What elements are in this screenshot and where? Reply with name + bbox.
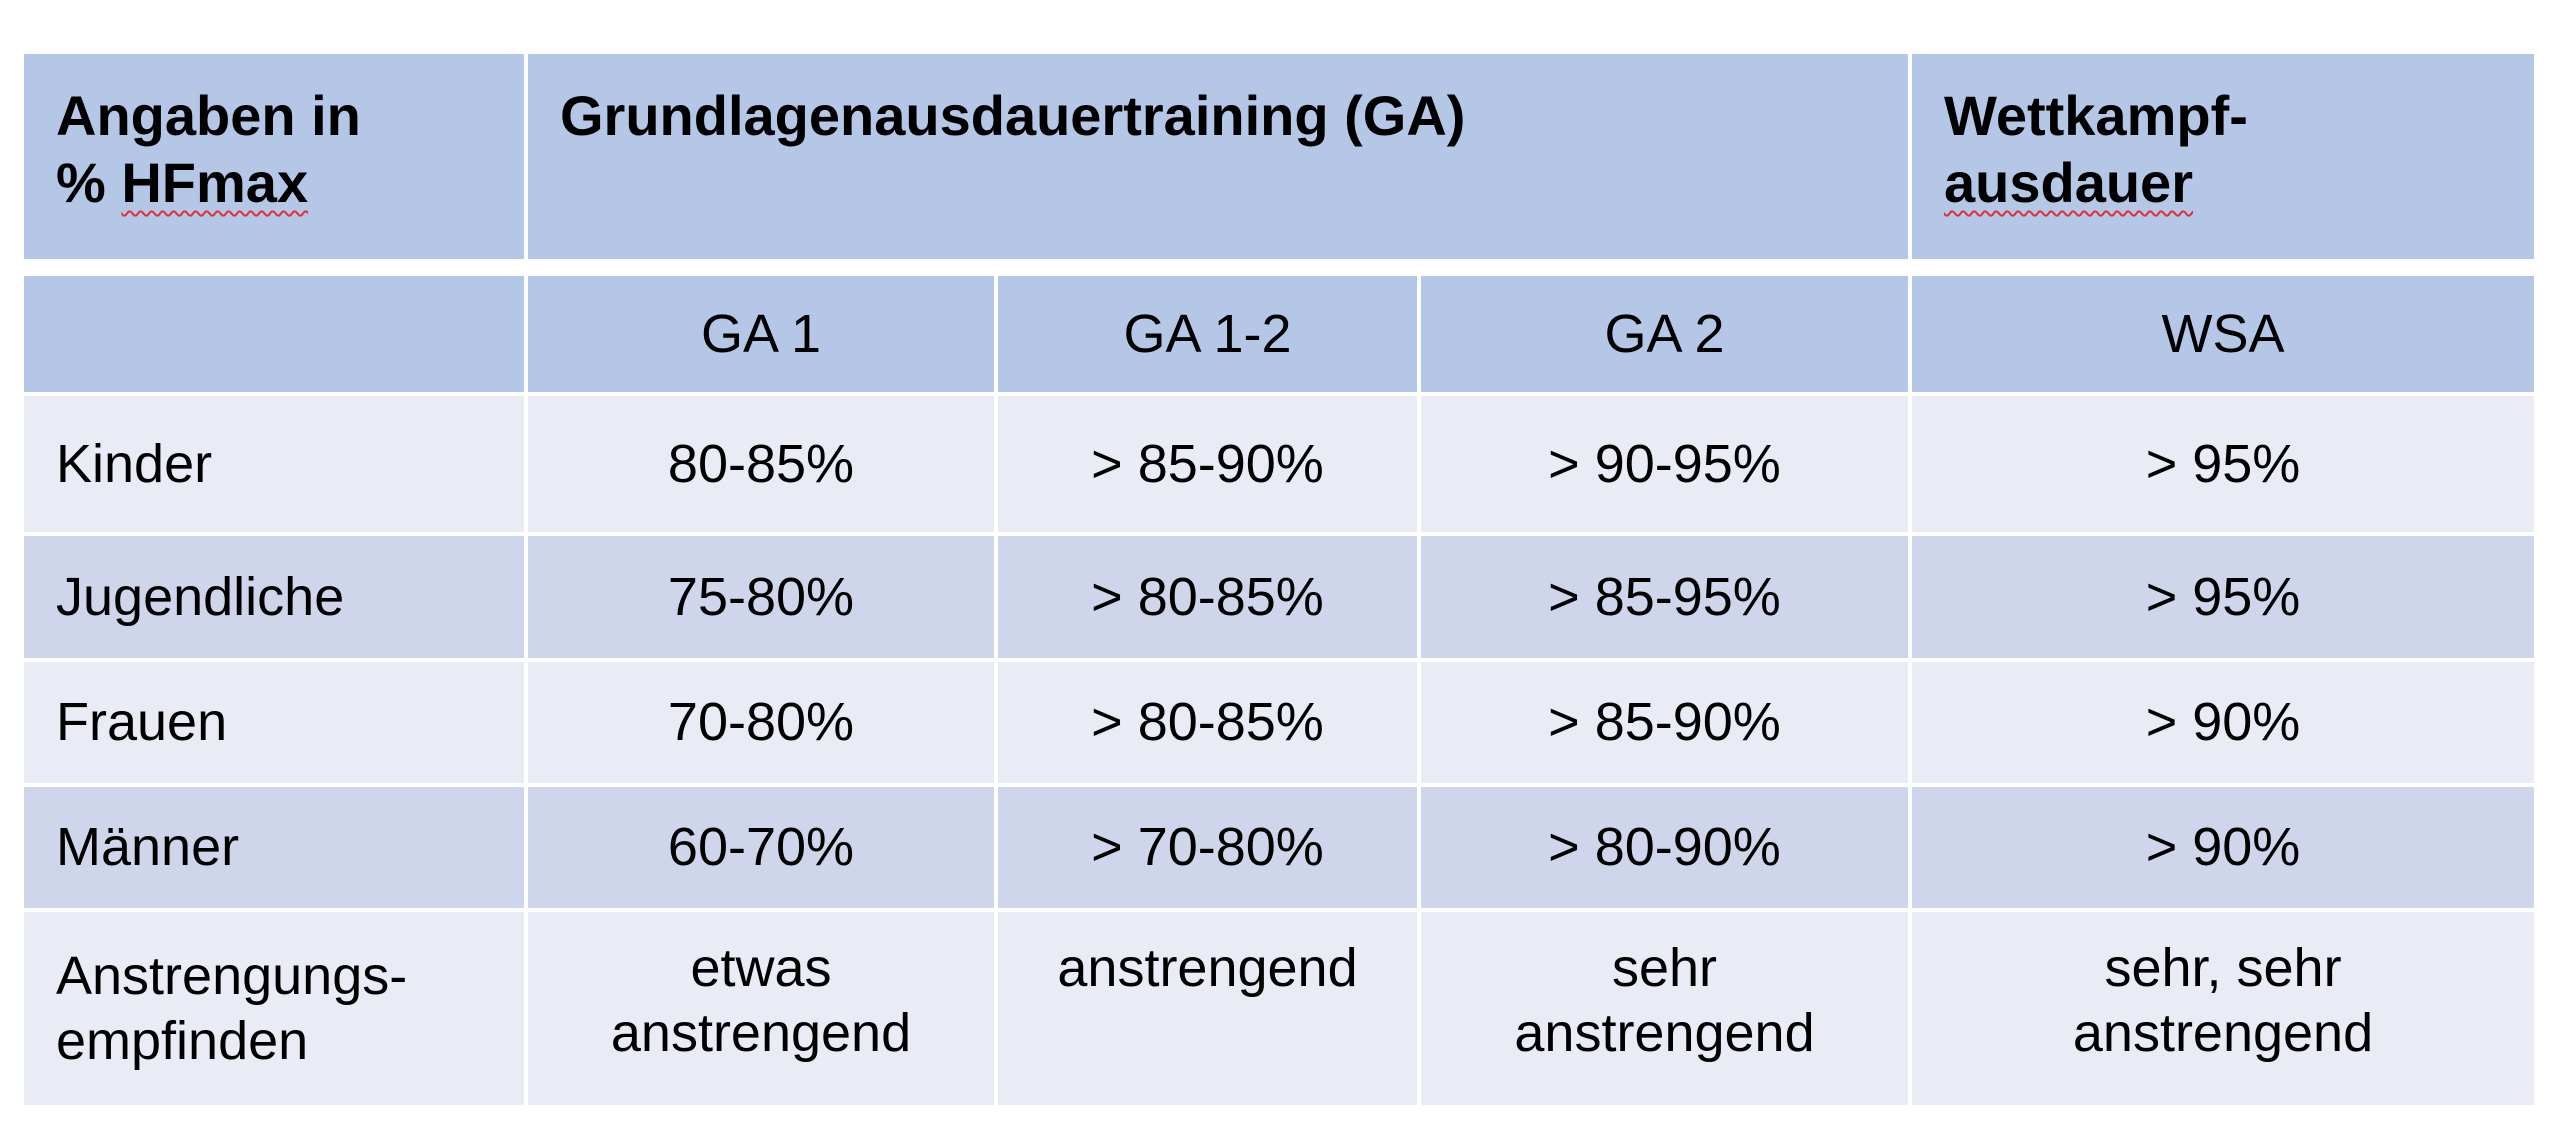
header-ga-group: Grundlagenausdauertraining (GA) [528,54,1908,259]
subheader-cell: GA 1-2 [998,276,1417,392]
effort-cell: etwas anstrengend [528,912,994,1105]
cell-value: 60-70% [667,817,855,878]
subheader-label: GA 1 [700,303,822,364]
cell-value: 70-80% [667,692,855,753]
effort-cell: sehr, sehr anstrengend [1912,912,2534,1105]
subheader-cell: WSA [1912,276,2534,392]
effort-cell: anstrengend [998,912,1417,1105]
cell-value: > 80-85% [1091,566,1324,627]
effort-label-2: empfinden [56,1010,309,1071]
table-cell: 80-85% [528,396,994,532]
table-cell: > 85-90% [1421,662,1908,783]
row-label-text: Männer [56,817,240,878]
table-cell: 70-80% [528,662,994,783]
subheader-label: GA 2 [1604,303,1725,364]
row-label: Jugendliche [24,536,524,658]
header-wsa: Wettkampf-ausdauer [1912,54,2534,259]
effort-line-1: sehr, sehr [2104,938,2342,998]
subheader-cell: GA 2 [1421,276,1908,392]
effort-line-1: etwas [690,938,832,998]
effort-line-1: sehr [1611,938,1718,998]
cell-value: > 80-85% [1091,692,1324,753]
table-cell: 60-70% [528,787,994,908]
table-cell: > 90-95% [1421,396,1908,532]
corner-word: HFmax [121,151,309,215]
subheader-cell [24,276,524,392]
cell-value: > 90% [2145,692,2301,753]
cell-value: > 90-95% [1548,433,1781,494]
corner-prefix: % [56,151,122,215]
cell-value: > 85-90% [1091,433,1324,494]
cell-value: > 95% [2145,433,2301,494]
cell-value: > 80-90% [1548,817,1781,878]
header-corner: Angaben in% HFmax [24,54,524,259]
ga-group-title: Grundlagenausdauertraining (GA) [560,84,1466,147]
table-cell: > 80-85% [998,662,1417,783]
cell-value: > 90% [2145,817,2301,878]
row-label-text: Frauen [56,692,228,753]
corner-line-1: Angaben in [56,84,361,147]
cell-value: > 70-80% [1091,817,1324,878]
subheader-label: GA 1-2 [1123,303,1292,364]
subheader-cell: GA 1 [528,276,994,392]
table-cell: > 80-90% [1421,787,1908,908]
table-cell: > 70-80% [998,787,1417,908]
effort-line-2: anstrengend [1514,1002,1815,1063]
effort-line-1: anstrengend [1057,938,1358,998]
row-label: Kinder [24,396,524,532]
table-cell: > 90% [1912,787,2534,908]
cell-value: 80-85% [667,433,855,494]
table-cell: > 95% [1912,396,2534,532]
table-cell: > 90% [1912,662,2534,783]
effort-line-2: anstrengend [610,1002,912,1063]
table-cell: > 85-90% [998,396,1417,532]
row-label: Männer [24,787,524,908]
row-label-text: Kinder [56,433,213,494]
row-label: Frauen [24,662,524,783]
effort-label: Anstrengungs-empfinden [24,912,524,1105]
wsa-line-1: Wettkampf- [1944,84,2248,147]
row-label-text: Jugendliche [56,566,345,627]
wsa-line-2: ausdauer [1944,151,2193,215]
cell-value: > 85-90% [1548,692,1781,753]
table-cell: > 95% [1912,536,2534,658]
cell-value: > 95% [2145,566,2301,627]
table-cell: > 80-85% [998,536,1417,658]
effort-cell: sehr anstrengend [1421,912,1908,1105]
effort-label-1: Anstrengungs- [56,945,408,1006]
subheader-label: WSA [2161,303,2285,364]
table-cell: > 85-95% [1421,536,1908,658]
table-cell: 75-80% [528,536,994,658]
cell-value: > 85-95% [1548,566,1781,627]
effort-line-2: anstrengend [2072,1002,2374,1063]
cell-value: 75-80% [667,566,855,627]
